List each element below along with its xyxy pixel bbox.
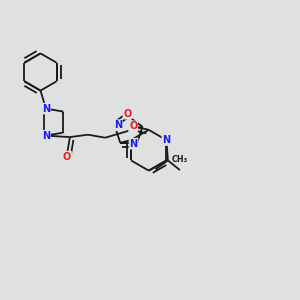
Text: N: N (114, 120, 122, 130)
Text: O: O (129, 121, 137, 131)
Text: O: O (63, 152, 71, 162)
Text: N: N (42, 103, 50, 114)
Text: N: N (130, 139, 138, 148)
Text: N: N (42, 130, 50, 141)
Text: N: N (162, 135, 170, 145)
Text: CH₃: CH₃ (172, 155, 188, 164)
Text: O: O (123, 109, 132, 119)
